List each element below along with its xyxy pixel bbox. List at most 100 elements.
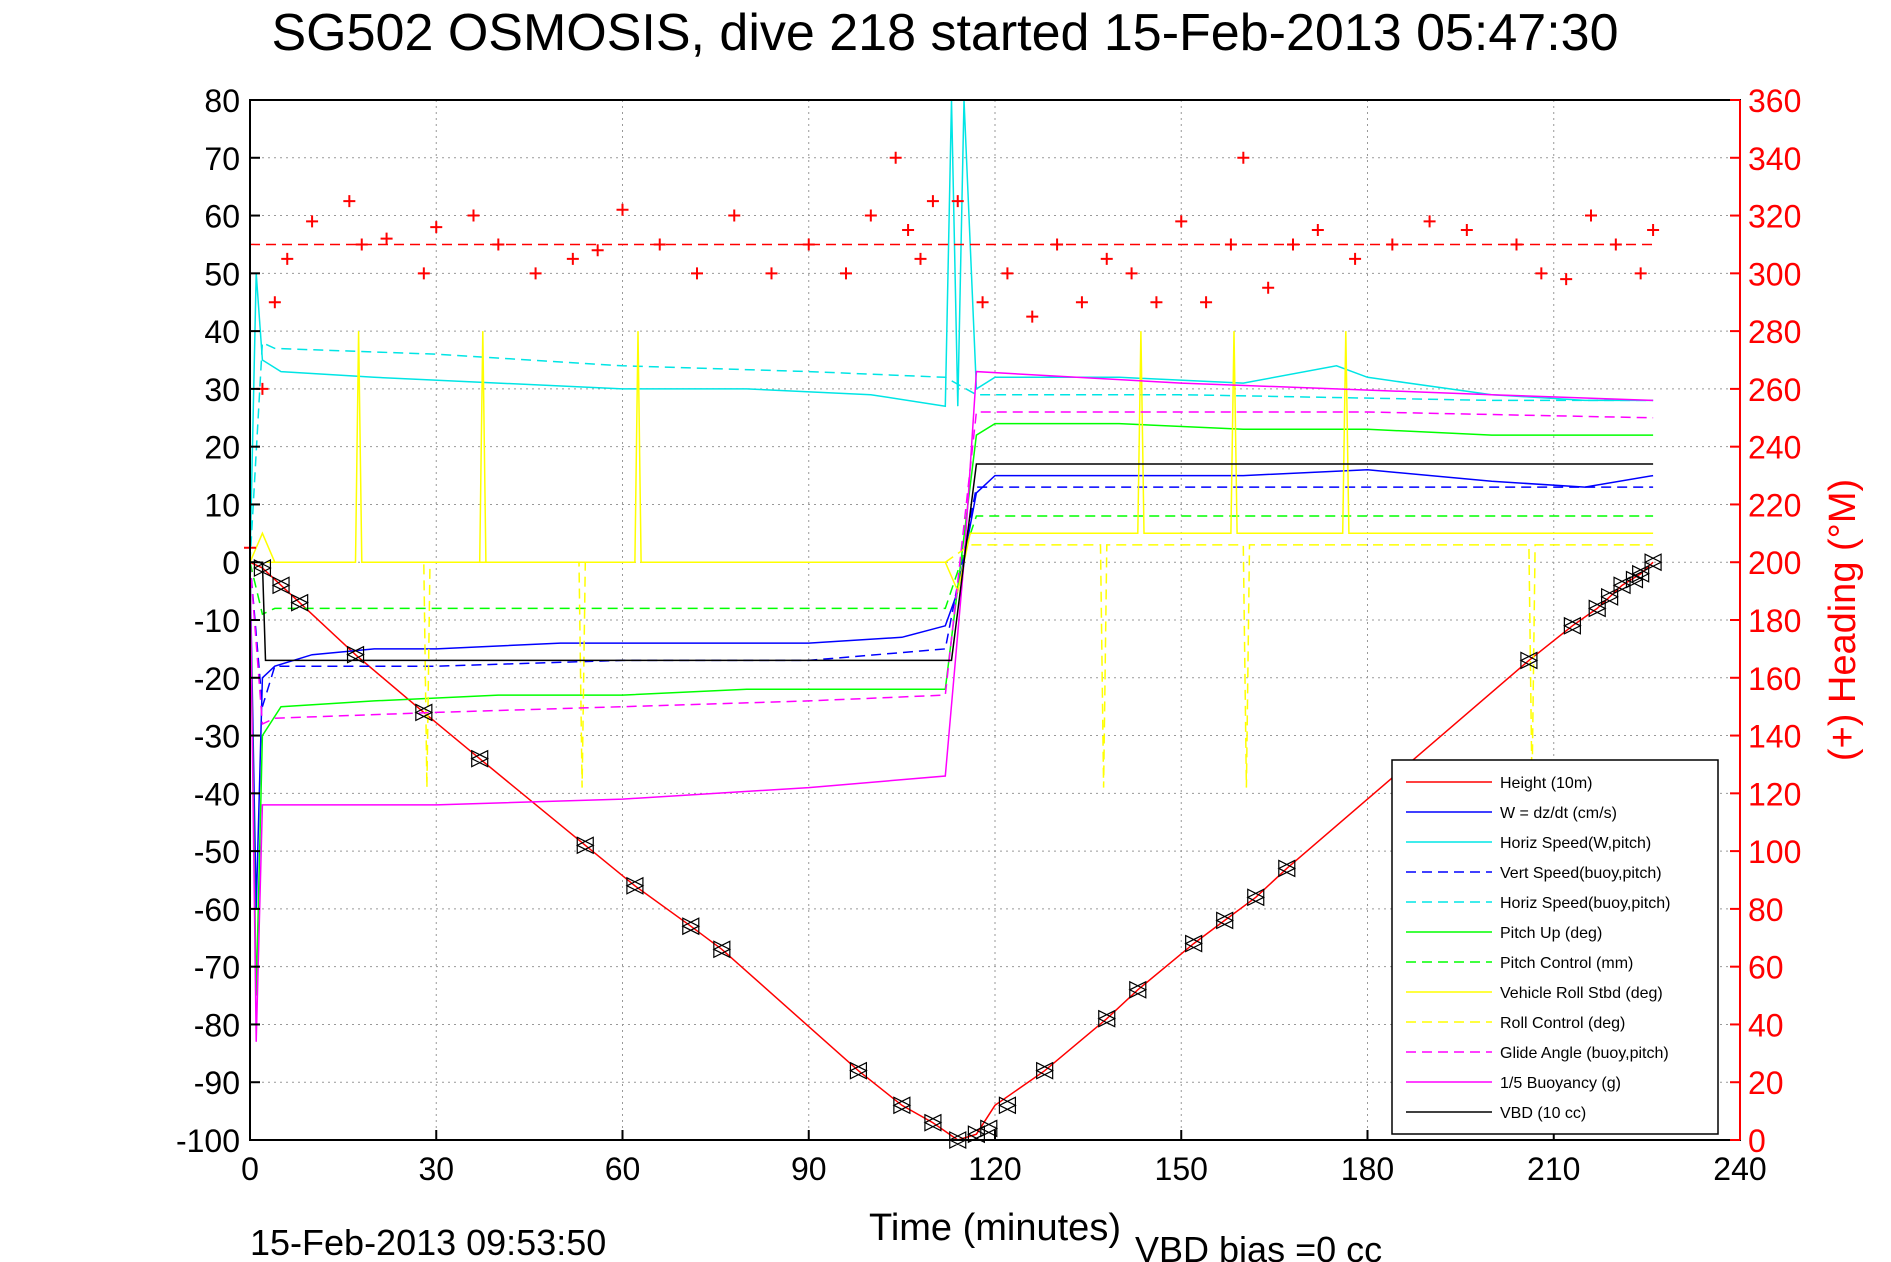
y2-tick-label: 80 [1748, 892, 1784, 928]
x-tick-label: 240 [1713, 1151, 1766, 1187]
y2-tick-label: 280 [1748, 314, 1801, 350]
heading-marker [691, 267, 703, 280]
heading-marker [1200, 296, 1213, 309]
legend-box [1391, 759, 1719, 1135]
y-tick-label: -50 [194, 834, 240, 870]
heading-marker [1311, 224, 1324, 236]
series-line [250, 544, 1654, 788]
heading-marker [1224, 238, 1237, 251]
series-line [249, 331, 1654, 594]
series-line [249, 411, 1654, 726]
y-tick-label: -20 [194, 661, 240, 697]
y-tick-label: 60 [204, 199, 240, 235]
heading-marker [281, 252, 294, 265]
y2-tick-label: 260 [1748, 372, 1801, 408]
heading-marker [1237, 151, 1250, 164]
heading-marker [1634, 267, 1647, 280]
legend-label: Horiz Speed(W,pitch) [1500, 835, 1651, 852]
series-line [249, 515, 1654, 616]
sample-marker [470, 749, 490, 768]
sample-marker [1246, 888, 1266, 907]
legend-label: Height (10m) [1500, 775, 1592, 792]
y2-tick-label: 60 [1748, 950, 1784, 986]
y2-tick-label: 180 [1748, 603, 1801, 639]
sample-marker [1643, 553, 1663, 572]
heading-marker [1287, 238, 1299, 251]
y-tick-label: -70 [194, 950, 240, 986]
heading-marker [616, 203, 629, 216]
heading-marker [765, 267, 778, 280]
heading-marker [840, 267, 852, 280]
series-line [249, 469, 1654, 909]
y-tick-label: -30 [194, 719, 240, 755]
heading-marker [1609, 238, 1622, 251]
series-line [249, 561, 1654, 1141]
heading-marker [492, 238, 505, 251]
legend-label: VBD (10 cc) [1500, 1105, 1586, 1122]
sample-marker [1631, 564, 1651, 583]
sample-marker [1128, 980, 1148, 999]
sample-marker [575, 836, 595, 855]
heading-marker [1150, 296, 1163, 309]
heading-marker [1535, 267, 1548, 280]
legend-label: Pitch Control (mm) [1500, 955, 1633, 972]
grid [250, 100, 1740, 1140]
y2-tick-label: 240 [1748, 430, 1801, 466]
legend-label: W = dz/dt (cm/s) [1500, 805, 1617, 822]
heading-marker [1075, 296, 1088, 309]
y2-tick-label: 300 [1748, 256, 1801, 292]
legend-label: Roll Control (deg) [1500, 1015, 1625, 1032]
legend-label: Glide Angle (buoy,pitch) [1500, 1045, 1669, 1062]
footer-timestamp: 15-Feb-2013 09:53:50 [250, 1222, 606, 1262]
heading-marker [1460, 224, 1473, 236]
series-line [249, 486, 1654, 707]
y-tick-label: -60 [194, 892, 240, 928]
heading-marker [926, 195, 939, 208]
heading-marker [467, 209, 480, 222]
sample-marker [414, 703, 434, 722]
heading-marker [1100, 252, 1113, 265]
series-line [249, 370, 1654, 1042]
y-tick-label: 50 [204, 256, 240, 292]
sample-marker [1600, 587, 1619, 606]
heading-marker [1423, 215, 1436, 228]
sample-marker [1184, 934, 1204, 953]
y2-tick-label: 340 [1748, 141, 1801, 177]
legend-label: Vert Speed(buoy,pitch) [1500, 865, 1662, 882]
heading-marker [417, 267, 430, 280]
heading-marker [653, 238, 666, 251]
sample-marker [1277, 859, 1297, 878]
heading-marker [1585, 209, 1597, 222]
legend-label: 1/5 Buoyancy (g) [1500, 1075, 1621, 1092]
chart-title: SG502 OSMOSIS, dive 218 started 15-Feb-2… [271, 4, 1618, 62]
y-tick-label: -40 [194, 776, 240, 812]
sample-marker [1563, 616, 1582, 635]
y-tick-label: -90 [194, 1065, 240, 1101]
y2-tick-label: 200 [1748, 545, 1801, 581]
series-line [249, 422, 1654, 996]
y2-tick-label: 100 [1748, 834, 1801, 870]
heading-marker [1647, 224, 1660, 236]
sample-marker [1587, 599, 1607, 618]
heading-marker [914, 252, 927, 265]
legend-label: Horiz Speed(buoy,pitch) [1500, 895, 1670, 912]
sample-marker [923, 1113, 943, 1132]
heading-marker [430, 221, 443, 234]
heading-marker [566, 252, 579, 265]
sample-marker [271, 576, 291, 595]
y2-tick-label: 40 [1748, 1007, 1784, 1043]
sample-marker [290, 593, 310, 612]
y-tick-label: 30 [204, 372, 240, 408]
heading-marker [1560, 273, 1573, 286]
heading-marker [1262, 281, 1275, 294]
y2-tick-label: 20 [1748, 1065, 1784, 1101]
sample-marker [625, 876, 645, 895]
heading-marker [802, 238, 815, 251]
y-tick-label: -80 [194, 1007, 240, 1043]
x-tick-label: 120 [968, 1151, 1021, 1187]
y-tick-label: 10 [204, 487, 240, 523]
footer-vbd-bias: VBD bias =0 cc [1135, 1229, 1382, 1262]
y2-tick-label: 220 [1748, 487, 1801, 523]
x-tick-label: 90 [791, 1151, 827, 1187]
heading-marker [902, 224, 915, 236]
